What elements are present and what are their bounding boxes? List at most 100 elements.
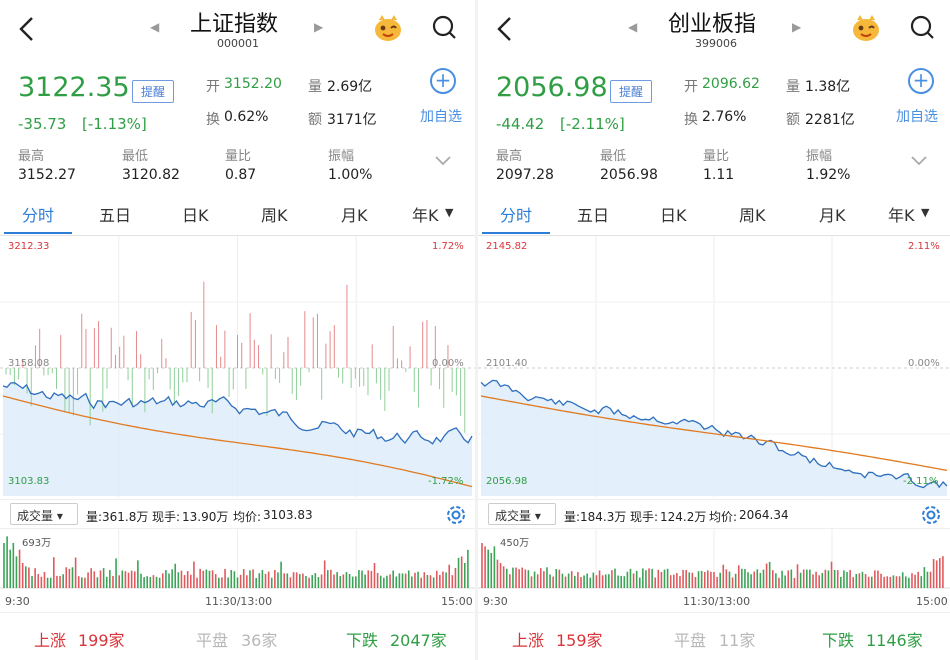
price-area <box>481 380 947 496</box>
chevron-down-icon[interactable] <box>433 153 453 167</box>
mascot-icon[interactable] <box>373 13 403 43</box>
stat-value-ratio: 1.11 <box>703 167 735 183</box>
last-price: 2056.98 <box>496 72 608 103</box>
add-watchlist-button[interactable]: 加自选 <box>420 109 462 125</box>
down-count: 2047家 <box>390 631 447 650</box>
flat-label: 平盘 <box>196 631 229 650</box>
vol-info-value-2: 2064.34 <box>739 508 789 522</box>
price-change-pct: [-2.11%] <box>560 115 625 133</box>
stat-label-ratio: 量比 <box>703 149 730 164</box>
price-area <box>3 382 472 496</box>
search-icon[interactable] <box>909 14 935 42</box>
flat-count: 11家 <box>719 631 756 650</box>
page-title: 创业板指 <box>668 12 757 37</box>
stat-label-amplitude: 振幅 <box>328 149 355 164</box>
volume-value: 1.38亿 <box>805 79 851 95</box>
market-breadth: 上涨 199家 平盘 36家 下跌 2047家 <box>0 612 475 660</box>
vol-info-value-0: 184.3万 <box>580 510 627 524</box>
vol-info-label-1: 现手: <box>630 510 659 524</box>
time-mid: 11:30/13:00 <box>683 595 751 608</box>
active-tab-indicator <box>482 232 550 234</box>
vol-info-value-1: 13.90万 <box>182 510 229 524</box>
up-label: 上涨 <box>34 631 67 650</box>
chevron-down-icon[interactable] <box>909 153 929 167</box>
add-circle-icon[interactable]: + <box>430 68 456 94</box>
tab-month-k[interactable]: 月K <box>819 206 846 225</box>
add-watchlist-button[interactable]: 加自选 <box>896 109 938 125</box>
volume-value: 2.69亿 <box>327 79 373 95</box>
tab-5day[interactable]: 五日 <box>577 206 610 225</box>
price-change-pct: [-1.13%] <box>82 115 147 133</box>
tab-intraday[interactable]: 分时 <box>22 206 55 225</box>
search-icon[interactable] <box>431 14 457 42</box>
vol-info-label-0: 量: <box>564 510 581 524</box>
tab-day-k[interactable]: 日K <box>182 206 209 225</box>
tab-intraday[interactable]: 分时 <box>500 206 533 225</box>
back-arrow-icon[interactable] <box>14 12 40 46</box>
tab-year-k[interactable]: 年K <box>888 206 915 225</box>
dropdown-triangle-icon[interactable]: ▼ <box>921 206 930 219</box>
open-label: 开 <box>684 79 698 95</box>
turnover-value: 0.62% <box>224 109 269 125</box>
tab-year-k[interactable]: 年K <box>412 206 439 225</box>
mascot-icon[interactable] <box>851 13 881 43</box>
index-code: 000001 <box>217 37 259 50</box>
prev-arrow-icon[interactable]: ◀ <box>150 20 160 34</box>
stat-value-ratio: 0.87 <box>225 167 257 183</box>
gear-icon[interactable] <box>919 503 943 527</box>
remind-button[interactable]: 提醒 <box>610 80 653 103</box>
down-count: 1146家 <box>866 631 923 650</box>
up-label: 上涨 <box>512 631 545 650</box>
back-arrow-icon[interactable] <box>492 12 518 46</box>
average-price-line <box>480 395 948 472</box>
open-label: 开 <box>206 79 220 95</box>
next-arrow-icon[interactable]: ▶ <box>314 20 324 34</box>
tab-day-k[interactable]: 日K <box>660 206 687 225</box>
chart-top-pct: 2.11% <box>908 241 940 252</box>
stat-value-amplitude: 1.92% <box>806 167 851 183</box>
gear-icon[interactable] <box>444 503 468 527</box>
prev-arrow-icon[interactable]: ◀ <box>628 20 638 34</box>
time-open: 9:30 <box>5 595 30 608</box>
index-code: 399006 <box>695 37 737 50</box>
vol-info-label-1: 现手: <box>152 510 181 524</box>
vol-info-label-0: 量: <box>86 510 103 524</box>
tab-week-k[interactable]: 周K <box>739 206 766 225</box>
volume-indicator-select[interactable]: 成交量 ▾ <box>10 503 78 525</box>
dropdown-triangle-icon[interactable]: ▼ <box>445 206 454 219</box>
stat-value-low: 2056.98 <box>600 167 658 183</box>
stat-label-high: 最高 <box>496 149 523 164</box>
stat-label-low: 最低 <box>600 149 627 164</box>
tab-5day[interactable]: 五日 <box>99 206 132 225</box>
volume-max-label: 693万 <box>22 538 52 549</box>
down-label: 下跌 <box>822 631 855 650</box>
remind-button[interactable]: 提醒 <box>132 80 175 103</box>
volume-chart[interactable] <box>0 528 475 592</box>
period-tabs: 分时 五日 日K 周K 月K 年K ▼ <box>478 190 950 236</box>
last-price: 3122.35 <box>18 72 130 103</box>
volume-indicator-select[interactable]: 成交量 ▾ <box>488 503 556 525</box>
stat-value-amplitude: 1.00% <box>328 167 373 183</box>
chart-bottom-pct: -2.11% <box>903 476 939 487</box>
amount-label: 额 <box>308 112 322 128</box>
intraday-chart[interactable] <box>0 236 475 500</box>
time-close: 15:00 <box>916 595 948 608</box>
volume-max-label: 450万 <box>500 538 530 549</box>
chart-bottom-price: 2056.98 <box>486 476 528 487</box>
tab-week-k[interactable]: 周K <box>261 206 288 225</box>
amount-label: 额 <box>786 112 800 128</box>
time-close: 15:00 <box>441 595 473 608</box>
next-arrow-icon[interactable]: ▶ <box>792 20 802 34</box>
chart-top-price: 3212.33 <box>8 241 50 252</box>
volume-toolbar: 成交量 ▾ 量: 184.3万 现手: 124.2万 均价: 2064.34 <box>478 499 950 529</box>
add-circle-icon[interactable]: + <box>908 68 934 94</box>
period-tabs: 分时 五日 日K 周K 月K 年K ▼ <box>0 190 475 236</box>
volume-chart[interactable] <box>478 528 950 592</box>
chart-mid-pct: 0.00% <box>432 358 464 369</box>
active-tab-indicator <box>4 232 72 234</box>
volume-label: 量 <box>786 79 800 95</box>
chart-mid-pct: 0.00% <box>908 358 940 369</box>
intraday-chart[interactable] <box>478 236 950 500</box>
open-value: 2096.62 <box>702 76 760 92</box>
tab-month-k[interactable]: 月K <box>341 206 368 225</box>
